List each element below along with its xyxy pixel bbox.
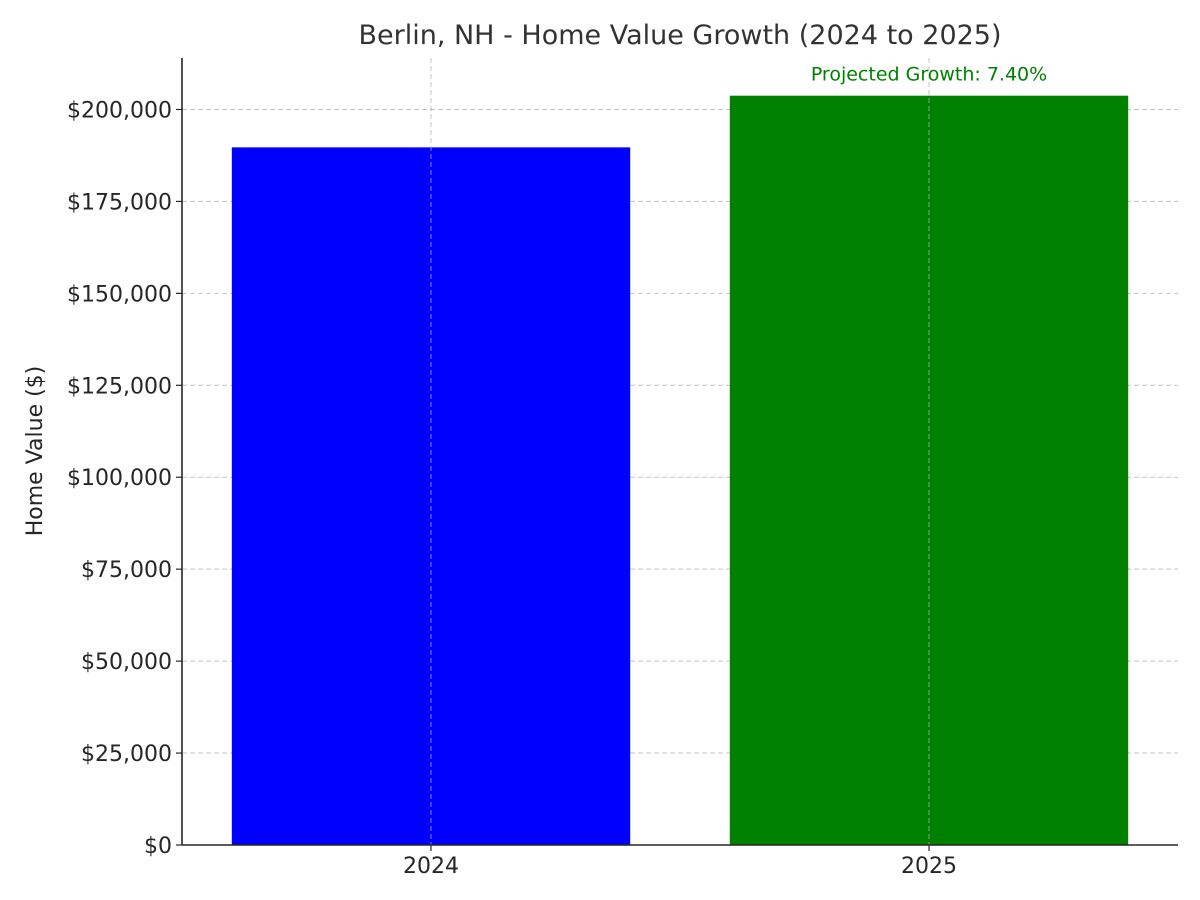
- growth-annotation: Projected Growth: 7.40%: [811, 64, 1047, 86]
- bar-layer: [231, 95, 1129, 846]
- x-tick-label: 2024: [403, 854, 459, 879]
- y-tick-label: $100,000: [67, 466, 172, 491]
- vertical-grid-layer: [430, 58, 930, 845]
- axis-layer: [176, 58, 1178, 851]
- y-tick-label: $125,000: [67, 374, 172, 399]
- y-axis-label: Home Value ($): [23, 366, 48, 537]
- y-tick-label: $50,000: [81, 650, 172, 675]
- bar-2024: [231, 147, 631, 845]
- label-layer: $0 $25,000 $50,000 $75,000 $100,000 $125,000 $…: [67, 64, 1047, 879]
- grid-layer: [182, 108, 1178, 754]
- chart-title: Berlin, NH - Home Value Growth (2024 to …: [358, 20, 1001, 51]
- y-tick-label: $25,000: [81, 742, 172, 767]
- y-tick-label: $150,000: [67, 282, 172, 307]
- x-tick-label: 2025: [901, 854, 957, 879]
- y-tick-label: $75,000: [81, 558, 172, 583]
- y-tick-label: $0: [144, 834, 172, 859]
- y-tick-label: $200,000: [67, 98, 172, 123]
- y-tick-label: $175,000: [67, 190, 172, 215]
